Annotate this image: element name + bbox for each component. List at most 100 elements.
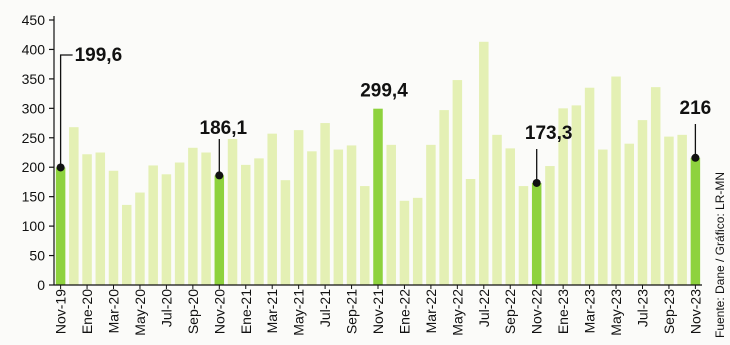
data-label: 216: [680, 98, 712, 119]
y-tick-label: 50: [29, 248, 45, 264]
bar: [505, 148, 515, 285]
y-tick-label: 350: [22, 71, 46, 87]
x-tick-label: Nov-20: [211, 289, 227, 334]
bar: [174, 162, 185, 285]
value-marker: [215, 171, 224, 180]
data-label: 199,6: [75, 45, 123, 66]
bar: [346, 145, 357, 285]
bar: [148, 165, 158, 285]
bar: [624, 143, 635, 285]
bar: [492, 134, 502, 285]
bar: [241, 164, 251, 285]
bar-highlighted: [373, 108, 383, 285]
bar: [518, 186, 529, 285]
bar: [254, 158, 264, 285]
bar: [161, 174, 172, 285]
x-tick-label: Mar-23: [582, 289, 598, 334]
bar-highlighted: [690, 157, 701, 285]
x-tick-label: Jul-23: [634, 289, 650, 327]
bar: [677, 134, 687, 285]
bar: [399, 200, 410, 285]
x-tick-label: Jul-20: [158, 289, 174, 327]
data-label: 186,1: [200, 118, 248, 139]
bar: [598, 149, 608, 285]
bar: [650, 87, 661, 285]
x-tick-label: Nov-22: [529, 289, 545, 334]
bar: [188, 147, 198, 285]
value-markers: [56, 153, 700, 187]
bar: [320, 123, 330, 285]
bar: [227, 138, 238, 285]
bar: [558, 108, 568, 285]
bar-highlighted: [214, 175, 225, 285]
x-tick-label: Jul-21: [317, 289, 333, 327]
x-tick-label: Mar-21: [264, 289, 280, 334]
bar: [479, 41, 489, 286]
x-tick-label: Nov-19: [53, 289, 69, 334]
bar: [201, 152, 211, 285]
x-tick-label: May-22: [449, 289, 465, 336]
x-axis-ticks: Nov-19 Ene-20 Mar-20 May-20 Jul-20 Sep-20 Nov-…: [53, 285, 703, 336]
bar: [293, 130, 304, 285]
bar-highlighted: [55, 167, 66, 285]
x-tick-label: Ene-23: [555, 289, 571, 334]
x-tick-label: Sep-23: [661, 289, 677, 334]
y-tick-label: 0: [37, 277, 45, 293]
bar: [439, 110, 449, 285]
leader-line: [59, 54, 73, 168]
bar: [412, 197, 423, 285]
bar: [452, 80, 463, 285]
y-tick-label: 200: [22, 159, 46, 175]
bar: [545, 166, 555, 285]
bar: [280, 180, 291, 285]
y-axis-ticks: 0 50 100 150 200 250 300 350 400 450: [22, 12, 54, 293]
x-tick-label: Sep-21: [344, 289, 360, 334]
bar: [135, 192, 145, 285]
bar: [637, 120, 648, 285]
bar: [307, 151, 317, 285]
y-tick-label: 100: [22, 218, 46, 234]
value-marker: [532, 178, 541, 187]
bar-highlighted: [531, 182, 542, 285]
y-tick-label: 250: [22, 130, 46, 146]
x-tick-label: Nov-21: [370, 289, 386, 334]
x-tick-label: Ene-22: [396, 289, 412, 334]
bar: [121, 204, 132, 285]
y-tick-label: 400: [22, 41, 46, 57]
x-tick-label: Ene-21: [238, 289, 254, 334]
data-labels: 199,6 186,1 299,4 173,3 216: [75, 45, 712, 144]
bar: [333, 149, 344, 285]
value-marker: [691, 153, 700, 162]
x-tick-label: May-23: [608, 289, 624, 336]
bar: [611, 76, 621, 286]
bar: [584, 87, 595, 285]
x-tick-label: Sep-22: [502, 289, 518, 334]
value-marker: [56, 163, 65, 172]
x-tick-label: Mar-20: [106, 289, 122, 334]
bar: [267, 133, 277, 285]
data-label: 299,4: [360, 81, 408, 102]
bar: [95, 152, 106, 285]
bar: [664, 136, 674, 285]
bar: [360, 186, 370, 285]
y-tick-label: 300: [22, 100, 46, 116]
label-leaders: [59, 54, 697, 183]
bar: [465, 179, 476, 285]
x-tick-label: Sep-20: [185, 289, 201, 334]
x-tick-label: Jul-22: [476, 289, 492, 327]
x-tick-label: Ene-20: [79, 289, 95, 334]
x-tick-label: May-21: [291, 289, 307, 336]
source-note: Fuente: Dane / Gráfico: LR-MN: [713, 172, 727, 338]
bar: [82, 154, 92, 285]
bar: [386, 144, 396, 285]
x-tick-label: May-20: [132, 289, 148, 336]
x-tick-label: Nov-23: [687, 289, 703, 334]
data-label: 173,3: [525, 123, 573, 144]
y-tick-label: 450: [22, 12, 46, 28]
x-tick-label: Mar-22: [423, 289, 439, 334]
bar: [69, 127, 79, 285]
bar: [108, 170, 119, 285]
bar: [571, 105, 582, 285]
bars: [55, 41, 701, 286]
